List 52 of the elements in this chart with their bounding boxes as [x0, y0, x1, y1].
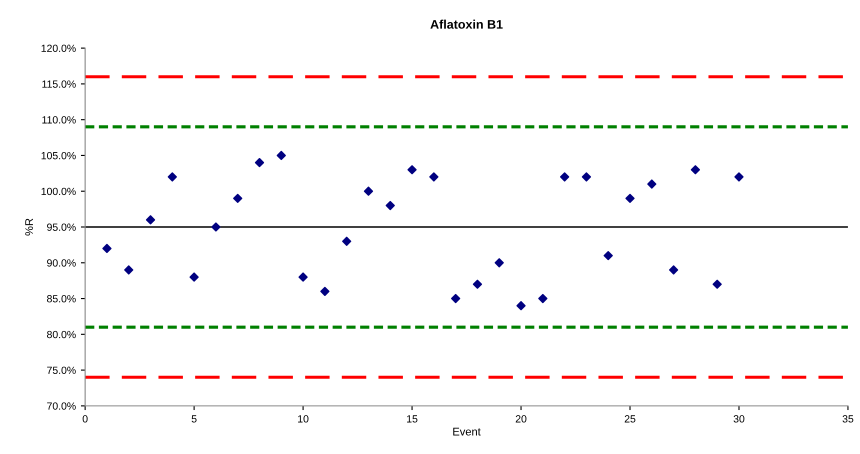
y-tick-label: 105.0%: [42, 152, 76, 160]
point: [102, 244, 112, 254]
point: [364, 186, 374, 196]
point: [407, 165, 417, 174]
point: [712, 280, 722, 289]
y-tick-label: 115.0%: [42, 80, 76, 88]
point: [538, 294, 548, 304]
point: [472, 280, 482, 289]
point: [734, 172, 744, 182]
point: [124, 265, 134, 275]
x-tick-label: 5: [192, 415, 197, 423]
point: [254, 158, 264, 168]
point: [625, 194, 635, 204]
point: [494, 258, 504, 268]
point: [168, 172, 177, 182]
point: [668, 265, 678, 275]
chart-title: Aflatoxin B1: [430, 20, 503, 29]
point: [604, 250, 613, 260]
point: [320, 286, 330, 296]
point: [189, 272, 199, 282]
y-tick-label: 75.0%: [47, 366, 76, 374]
point: [298, 272, 308, 282]
point: [582, 172, 592, 182]
y-tick-label: 90.0%: [47, 259, 76, 267]
y-tick-label: 70.0%: [47, 402, 76, 410]
point: [516, 301, 526, 310]
point: [560, 172, 570, 182]
x-tick-label: 0: [82, 415, 88, 423]
x-tick-label: 30: [734, 415, 744, 423]
y-tick-label: 110.0%: [42, 116, 76, 124]
y-axis-title: %R: [25, 218, 33, 236]
y-tick-label: 95.0%: [47, 224, 76, 231]
x-tick-label: 20: [516, 415, 526, 423]
point: [211, 222, 221, 232]
point: [386, 200, 395, 210]
point: [690, 165, 700, 174]
point: [429, 172, 438, 182]
x-axis-title: Event: [453, 428, 481, 436]
y-tick-label: 100.0%: [42, 188, 76, 196]
x-tick-label: 25: [624, 415, 636, 423]
x-tick-label: 15: [407, 415, 418, 423]
point: [233, 194, 242, 204]
x-tick-label: 35: [842, 415, 854, 423]
point: [451, 294, 460, 304]
point: [647, 179, 656, 189]
y-tick-label: 120.0%: [42, 44, 76, 52]
point: [276, 150, 286, 160]
point: [146, 215, 156, 224]
x-tick-label: 10: [298, 415, 308, 423]
point: [342, 236, 352, 246]
y-tick-label: 80.0%: [47, 330, 76, 338]
y-tick-label: 85.0%: [47, 295, 76, 302]
